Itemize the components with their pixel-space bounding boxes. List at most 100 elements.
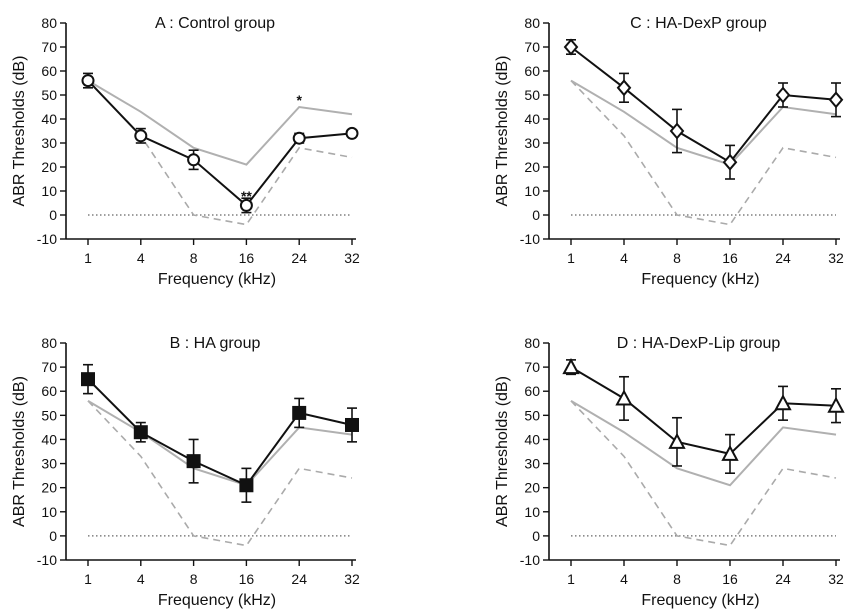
dashed-reference-line: [570, 80, 837, 226]
y-tick-label: 10: [524, 504, 540, 520]
group-series-line: [87, 378, 353, 487]
solid-reference-line: [570, 79, 837, 166]
y-tick-label: 80: [524, 15, 540, 31]
y-tick-label: 20: [524, 159, 540, 175]
x-tick-label: 1: [84, 571, 92, 587]
y-tick-label: 0: [49, 207, 57, 223]
x-axis-title: Frequency (kHz): [158, 271, 276, 288]
dashed-reference-line: [87, 400, 353, 547]
chart-panel-d: -10 0 10 20 30 40 50 60 70 80 1 4 8 16 24 32 Frequency (…: [494, 335, 845, 609]
y-tick-label: 60: [41, 383, 57, 399]
y-axis-title: ABR Thresholds (dB): [11, 376, 28, 527]
y-tick-label: 50: [41, 407, 57, 423]
x-tick-label: 24: [775, 250, 791, 266]
y-tick-label: 0: [532, 207, 540, 223]
significance-annotation: *: [296, 92, 302, 108]
group-series-line: [570, 46, 837, 164]
y-tick-label: 30: [524, 456, 540, 472]
x-tick-label: 8: [190, 250, 198, 266]
x-axis-title: Frequency (kHz): [641, 271, 759, 288]
y-tick-label: 60: [41, 63, 57, 79]
significance-annotation: **: [241, 188, 252, 204]
y-tick-label: 50: [524, 407, 540, 423]
group-series-line: [570, 366, 837, 456]
y-tick-label: 0: [49, 528, 57, 544]
y-tick-label: 50: [524, 87, 540, 103]
y-tick-label: 70: [41, 359, 57, 375]
data-point: [239, 478, 254, 493]
data-point: [563, 38, 579, 56]
data-point: [292, 405, 307, 420]
y-tick-label: 50: [41, 87, 57, 103]
x-axis-title: Frequency (kHz): [158, 592, 276, 609]
y-tick-label: 60: [524, 383, 540, 399]
y-tick-label: 40: [41, 111, 57, 127]
x-tick-label: 16: [239, 250, 255, 266]
y-tick-label: -10: [520, 552, 540, 568]
panel-title: C : HA-DexP group: [630, 15, 767, 32]
data-point: [345, 417, 359, 432]
data-point: [774, 394, 792, 411]
dashed-reference-line: [570, 400, 837, 547]
x-tick-label: 32: [344, 571, 360, 587]
data-point: [562, 358, 580, 375]
x-tick-label: 16: [239, 571, 255, 587]
y-tick-label: 40: [524, 431, 540, 447]
x-tick-label: 32: [828, 250, 844, 266]
y-tick-label: 60: [524, 63, 540, 79]
y-axis-title: ABR Thresholds (dB): [11, 56, 28, 207]
y-tick-label: 30: [41, 456, 57, 472]
solid-reference-line: [87, 400, 353, 487]
panel-title: D : HA-DexP-Lip group: [617, 335, 781, 352]
y-axis-title: ABR Thresholds (dB): [494, 376, 511, 527]
data-point: [615, 389, 633, 406]
x-tick-label: 8: [190, 571, 198, 587]
data-point: [133, 425, 148, 440]
panel-title: B : HA group: [170, 335, 261, 352]
x-tick-label: 24: [775, 571, 791, 587]
y-tick-label: 80: [41, 15, 57, 31]
y-tick-label: 10: [41, 183, 57, 199]
x-tick-label: 8: [673, 250, 681, 266]
data-point: [775, 86, 791, 104]
y-tick-label: -10: [37, 552, 57, 568]
y-tick-label: 40: [41, 431, 57, 447]
data-point: [721, 444, 739, 461]
solid-reference-line: [570, 400, 837, 487]
data-point: [722, 153, 738, 171]
dashed-reference-line: [87, 80, 353, 226]
y-tick-label: -10: [520, 231, 540, 247]
x-tick-label: 32: [828, 571, 844, 587]
y-tick-label: 0: [532, 528, 540, 544]
x-tick-label: 1: [567, 571, 575, 587]
panel-title: A : Control group: [155, 15, 275, 32]
data-point: [134, 129, 148, 143]
group-series-line: [87, 79, 353, 207]
y-tick-label: 30: [41, 135, 57, 151]
x-tick-label: 24: [291, 250, 307, 266]
data-point: [239, 198, 253, 212]
y-tick-label: 80: [41, 335, 57, 351]
x-tick-label: 4: [137, 250, 145, 266]
x-tick-label: 4: [137, 571, 145, 587]
data-point: [828, 91, 844, 109]
data-point: [187, 153, 201, 167]
y-tick-label: 70: [524, 39, 540, 55]
y-tick-label: 70: [524, 359, 540, 375]
x-tick-label: 24: [291, 571, 307, 587]
y-tick-label: 20: [41, 480, 57, 496]
data-point: [81, 74, 95, 88]
solid-reference-line: [87, 79, 353, 166]
x-tick-label: 16: [722, 250, 738, 266]
y-tick-label: 20: [524, 480, 540, 496]
y-tick-label: 80: [524, 335, 540, 351]
data-point: [827, 396, 845, 413]
data-point: [81, 372, 95, 387]
data-point: [292, 131, 306, 145]
y-tick-label: -10: [37, 231, 57, 247]
x-axis-title: Frequency (kHz): [641, 592, 759, 609]
y-tick-label: 10: [41, 504, 57, 520]
data-point: [345, 126, 359, 140]
x-tick-label: 8: [673, 571, 681, 587]
